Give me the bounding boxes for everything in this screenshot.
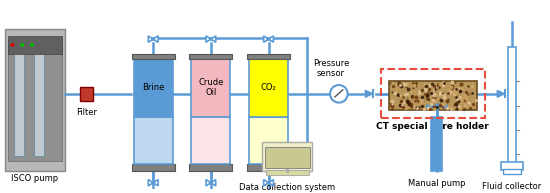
Bar xyxy=(191,117,230,164)
Polygon shape xyxy=(268,179,273,186)
Bar xyxy=(34,49,44,156)
Polygon shape xyxy=(211,36,216,42)
Circle shape xyxy=(267,181,270,184)
Bar xyxy=(4,29,65,171)
Circle shape xyxy=(210,38,212,41)
Text: Crude
Oil: Crude Oil xyxy=(198,78,223,97)
Text: Pressure
sensor: Pressure sensor xyxy=(313,59,349,78)
Text: ISCO pump: ISCO pump xyxy=(12,174,58,183)
Polygon shape xyxy=(206,179,211,186)
Bar xyxy=(131,164,175,171)
Bar xyxy=(131,54,175,59)
Bar xyxy=(14,49,24,156)
Text: Filter: Filter xyxy=(76,108,97,117)
Bar xyxy=(134,117,173,164)
Text: Manual pump: Manual pump xyxy=(408,179,465,188)
Bar xyxy=(191,59,230,117)
Bar xyxy=(431,117,443,171)
Polygon shape xyxy=(263,179,268,186)
Polygon shape xyxy=(365,90,372,97)
Text: CT special core holder: CT special core holder xyxy=(376,122,489,131)
Polygon shape xyxy=(153,36,158,42)
Circle shape xyxy=(330,85,348,103)
Bar xyxy=(265,147,310,168)
Polygon shape xyxy=(497,90,504,97)
Polygon shape xyxy=(153,179,158,186)
Polygon shape xyxy=(263,36,268,42)
Bar xyxy=(381,69,485,118)
Bar xyxy=(189,164,232,171)
Circle shape xyxy=(152,38,155,41)
Polygon shape xyxy=(148,36,153,42)
Polygon shape xyxy=(268,36,273,42)
Circle shape xyxy=(20,43,24,47)
Polygon shape xyxy=(211,179,216,186)
Polygon shape xyxy=(206,36,211,42)
Bar xyxy=(503,169,521,174)
Bar xyxy=(249,59,288,117)
Circle shape xyxy=(152,181,155,184)
Circle shape xyxy=(267,38,270,41)
Bar xyxy=(8,36,62,54)
Circle shape xyxy=(10,43,14,47)
Polygon shape xyxy=(148,179,153,186)
Bar xyxy=(8,39,62,161)
Bar xyxy=(247,164,290,171)
Bar xyxy=(389,81,477,110)
Bar xyxy=(189,54,232,59)
Text: Data collection system: Data collection system xyxy=(239,183,335,192)
Circle shape xyxy=(210,181,212,184)
Bar xyxy=(247,54,290,59)
Text: Brine: Brine xyxy=(142,83,164,92)
Bar xyxy=(508,47,516,164)
Text: CO₂: CO₂ xyxy=(261,83,277,92)
Bar xyxy=(80,87,92,101)
Text: Fluid collector: Fluid collector xyxy=(482,182,542,191)
Circle shape xyxy=(30,43,34,47)
Bar xyxy=(501,162,522,170)
Bar xyxy=(262,142,312,171)
Bar xyxy=(266,170,309,175)
Bar xyxy=(249,117,288,164)
Bar xyxy=(134,59,173,117)
